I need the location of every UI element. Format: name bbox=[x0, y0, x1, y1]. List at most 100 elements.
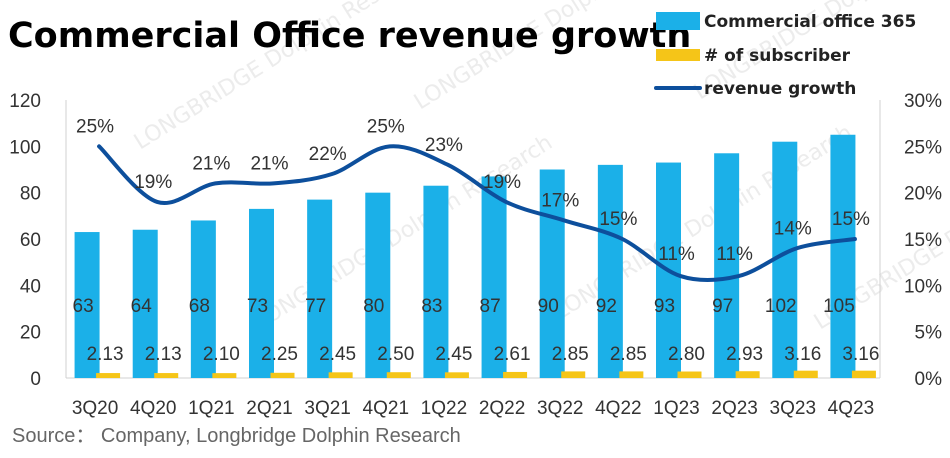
bar-subscriber-3q20 bbox=[96, 373, 121, 378]
x-tick-label: 2Q23 bbox=[711, 398, 757, 419]
y-left-tick-label: 20 bbox=[20, 323, 41, 344]
bar-subscriber-1q21 bbox=[212, 373, 237, 378]
label-subscriber-3q23: 3.16 bbox=[784, 344, 821, 365]
legend: Commercial office 365 # of subscriber reve… bbox=[654, 12, 916, 99]
label-revenue-growth-3q22: 17% bbox=[541, 190, 579, 211]
label-revenue-growth-4q20: 19% bbox=[134, 172, 172, 193]
x-tick-label: 4Q20 bbox=[130, 398, 176, 419]
y-right-tick-label: 30% bbox=[904, 91, 942, 112]
legend-swatch-of-subscriber bbox=[656, 49, 700, 61]
bar-series-commercial-office-365 bbox=[74, 134, 856, 378]
y-left-tick-label: 0 bbox=[30, 369, 41, 390]
y-left-tick-label: 100 bbox=[9, 137, 41, 158]
y-right-tick-label: 10% bbox=[904, 276, 942, 297]
bar-commercial-office-4q20 bbox=[132, 229, 158, 378]
y-right-tick-label: 25% bbox=[904, 137, 942, 158]
label-revenue-growth-4q22: 15% bbox=[599, 209, 637, 230]
legend-label-revenue-growth: revenue growth bbox=[704, 79, 856, 99]
label-revenue-growth-1q22: 23% bbox=[425, 135, 463, 156]
bar-subscriber-3q21 bbox=[328, 372, 353, 378]
bar-commercial-office-4q22 bbox=[597, 164, 623, 378]
label-revenue-growth-4q23: 15% bbox=[832, 209, 870, 230]
bar-subscriber-4q21 bbox=[386, 372, 411, 378]
label-subscriber-3q20: 2.13 bbox=[87, 344, 124, 365]
bar-commercial-office-1q21 bbox=[190, 220, 216, 378]
y-left-tick-label: 60 bbox=[20, 230, 41, 251]
label-subscriber-4q20: 2.13 bbox=[145, 344, 182, 365]
legend-label-commercial-office-365: Commercial office 365 bbox=[704, 12, 916, 32]
y-right-tick-label: 5% bbox=[915, 323, 943, 344]
label-revenue-growth-2q22: 19% bbox=[483, 172, 521, 193]
label-revenue-growth-3q23: 14% bbox=[774, 218, 812, 239]
label-revenue-growth-3q20: 25% bbox=[76, 116, 114, 137]
label-subscriber-1q22: 2.45 bbox=[435, 344, 472, 365]
label-revenue-growth-4q21: 25% bbox=[367, 116, 405, 137]
label-subscriber-2q23: 2.93 bbox=[726, 344, 763, 365]
y-right-tick-label: 20% bbox=[904, 184, 942, 205]
label-commercial-office-2q23: 97 bbox=[712, 296, 733, 317]
label-commercial-office-4q21: 80 bbox=[363, 296, 384, 317]
bar-commercial-office-2q23 bbox=[714, 153, 740, 378]
label-subscriber-3q22: 2.85 bbox=[552, 344, 589, 365]
label-subscriber-3q21: 2.45 bbox=[319, 344, 356, 365]
label-subscriber-1q21: 2.10 bbox=[203, 344, 240, 365]
axes: 0 20 40 60 80 100 120 0% 5% 10% 15% 20% 25% 30% 3Q20 4Q… bbox=[9, 91, 942, 419]
bar-subscriber-2q22 bbox=[503, 371, 528, 378]
data-labels: 63 2.13 64 2.13 68 2.10 73 2.25 77 2.45 80 2.50 83 2.… bbox=[73, 116, 880, 365]
bar-subscriber-4q22 bbox=[619, 371, 644, 378]
x-tick-label: 3Q22 bbox=[537, 398, 583, 419]
x-tick-label: 2Q22 bbox=[479, 398, 525, 419]
label-commercial-office-1q23: 93 bbox=[654, 296, 675, 317]
source-note: Source： Company, Longbridge Dolphin Rese… bbox=[12, 425, 461, 447]
y-right-tick-label: 0% bbox=[915, 369, 943, 390]
bar-series-subscriber bbox=[96, 370, 876, 378]
x-tick-label: 3Q20 bbox=[72, 398, 118, 419]
bar-commercial-office-4q23 bbox=[830, 134, 856, 378]
bar-subscriber-1q23 bbox=[677, 371, 702, 378]
label-revenue-growth-1q21: 21% bbox=[192, 153, 230, 174]
x-tick-label: 2Q21 bbox=[246, 398, 292, 419]
label-subscriber-4q22: 2.85 bbox=[610, 344, 647, 365]
x-tick-label: 1Q23 bbox=[653, 398, 699, 419]
label-subscriber-4q21: 2.50 bbox=[377, 344, 414, 365]
x-tick-label: 1Q22 bbox=[421, 398, 467, 419]
label-revenue-growth-2q23: 11% bbox=[716, 244, 753, 265]
bar-subscriber-3q23 bbox=[793, 370, 818, 378]
x-tick-label: 3Q21 bbox=[304, 398, 350, 419]
legend-label-of-subscriber: # of subscriber bbox=[704, 46, 851, 66]
bar-commercial-office-4q21 bbox=[365, 192, 391, 378]
bar-commercial-office-3q20 bbox=[74, 232, 100, 378]
label-commercial-office-1q21: 68 bbox=[189, 296, 210, 317]
label-subscriber-1q23: 2.80 bbox=[668, 344, 705, 365]
label-revenue-growth-3q21: 22% bbox=[309, 144, 347, 165]
watermark-text: LONGBRIDGE Dolphin Research bbox=[250, 130, 557, 335]
label-subscriber-4q23: 3.16 bbox=[842, 344, 879, 365]
x-tick-label: 4Q22 bbox=[595, 398, 641, 419]
x-tick-label: 1Q21 bbox=[188, 398, 234, 419]
label-commercial-office-2q21: 73 bbox=[247, 296, 268, 317]
y-left-tick-label: 80 bbox=[20, 184, 41, 205]
label-revenue-growth-1q23: 11% bbox=[658, 244, 695, 265]
label-subscriber-2q22: 2.61 bbox=[494, 344, 531, 365]
bar-subscriber-2q23 bbox=[735, 371, 760, 378]
label-commercial-office-3q20: 63 bbox=[73, 296, 94, 317]
bar-commercial-office-2q22 bbox=[481, 176, 507, 378]
bar-subscriber-1q22 bbox=[444, 372, 469, 378]
label-commercial-office-4q20: 64 bbox=[131, 296, 153, 317]
bar-commercial-office-3q21 bbox=[307, 199, 333, 378]
bar-subscriber-4q23 bbox=[851, 370, 876, 378]
label-subscriber-2q21: 2.25 bbox=[261, 344, 298, 365]
legend-swatch-commercial-office-365 bbox=[656, 12, 700, 30]
x-tick-label: 4Q21 bbox=[363, 398, 409, 419]
x-tick-label: 3Q23 bbox=[770, 398, 816, 419]
chart-title: Commercial Office revenue growth bbox=[8, 16, 691, 56]
x-tick-label: 4Q23 bbox=[828, 398, 874, 419]
label-revenue-growth-2q21: 21% bbox=[250, 153, 288, 174]
bar-subscriber-2q21 bbox=[270, 372, 295, 378]
y-left-tick-label: 120 bbox=[9, 91, 41, 112]
label-commercial-office-2q22: 87 bbox=[480, 296, 501, 317]
bar-commercial-office-1q22 bbox=[423, 185, 449, 378]
bar-subscriber-4q20 bbox=[154, 373, 179, 378]
label-commercial-office-3q22: 90 bbox=[538, 296, 559, 317]
